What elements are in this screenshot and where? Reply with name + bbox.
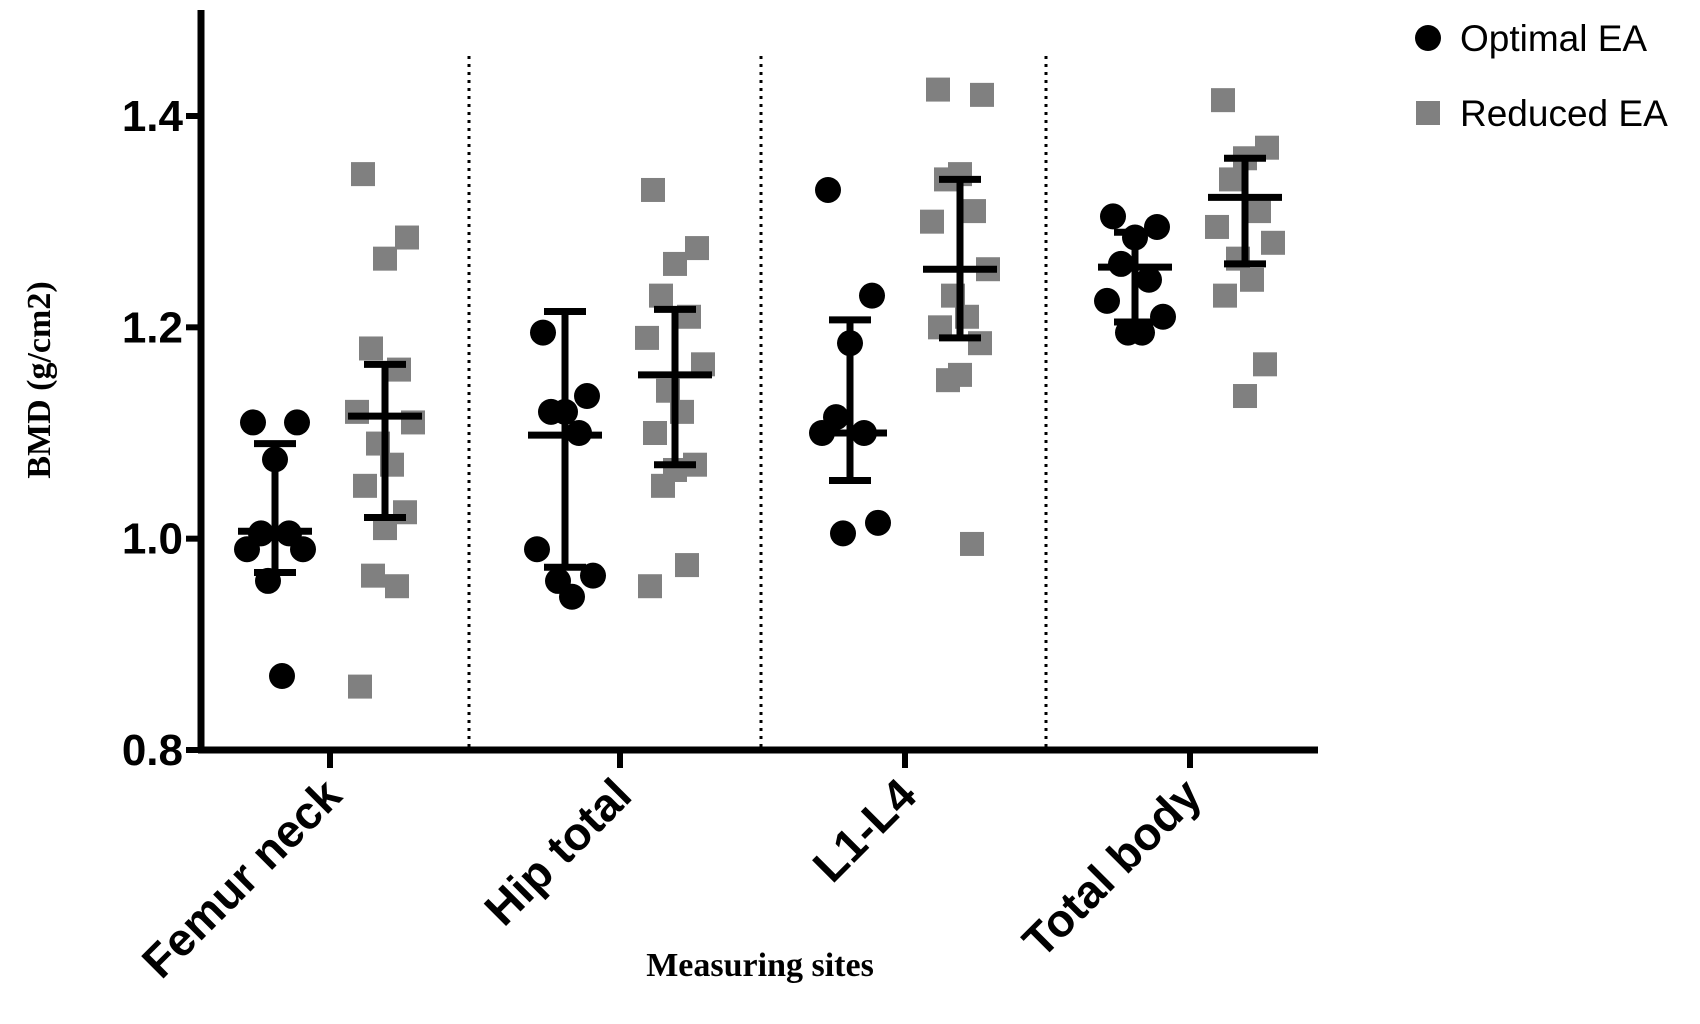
reduced-ea-point (936, 368, 960, 393)
x-axis-title: Measuring sites (646, 947, 874, 984)
reduced-ea-point (1247, 199, 1271, 224)
optimal-ea-point (240, 409, 266, 436)
reduced-ea-point (685, 236, 709, 261)
reduced-ea-point (361, 563, 385, 588)
optimal-ea-point (559, 583, 585, 610)
y-axis-title: BMD (g/cm2) (21, 281, 58, 478)
reduced-ea-point (1240, 267, 1264, 292)
reduced-ea-point (675, 553, 699, 578)
optimal-ea-point (538, 398, 564, 425)
reduced-ea-point (345, 399, 369, 424)
reduced-ea-point (353, 473, 377, 498)
reduced-ea-point (920, 209, 944, 234)
reduced-ea-point (395, 225, 419, 250)
x-category-label: L1-L4 (803, 768, 927, 892)
legend-square-icon (1416, 101, 1440, 125)
y-tick-label: 1.4 (122, 92, 184, 141)
optimal-ea-point (284, 409, 310, 436)
optimal-ea-point (234, 536, 260, 563)
reduced-ea-point (1213, 283, 1237, 308)
optimal-ea-point (269, 663, 295, 690)
optimal-ea-point (859, 282, 885, 309)
optimal-ea-point (574, 383, 600, 410)
optimal-ea-point (1100, 203, 1126, 230)
optimal-ea-point (1094, 287, 1120, 314)
reduced-ea-point (1261, 230, 1285, 255)
reduced-ea-point (373, 246, 397, 271)
x-category-label: Total body (1012, 768, 1211, 967)
y-tick-label: 0.8 (122, 726, 183, 775)
y-tick-label: 1.0 (122, 515, 183, 564)
reduced-ea-point (649, 283, 673, 308)
reduced-ea-point (348, 674, 372, 699)
reduced-ea-point (1233, 384, 1257, 409)
reduced-ea-point (1253, 352, 1277, 377)
reduced-ea-point (651, 473, 675, 498)
reduced-ea-point (641, 177, 665, 202)
optimal-ea-point (865, 509, 891, 536)
legend-label: Optimal EA (1460, 18, 1647, 59)
x-category-label: Hip total (474, 768, 641, 935)
reduced-ea-point (1205, 214, 1229, 239)
reduced-ea-point (351, 162, 375, 187)
reduced-ea-point (385, 574, 409, 599)
reduced-ea-point (960, 531, 984, 556)
reduced-ea-point (970, 82, 994, 107)
reduced-ea-point (1211, 88, 1235, 113)
x-category-label: Femur neck (132, 768, 352, 988)
optimal-ea-point (1136, 266, 1162, 293)
reduced-ea-point (1219, 167, 1243, 192)
reduced-ea-point (643, 421, 667, 445)
reduced-ea-point (359, 336, 383, 361)
y-tick-label: 1.2 (122, 303, 183, 352)
optimal-ea-point (530, 319, 556, 346)
optimal-ea-point (1129, 319, 1155, 346)
reduced-ea-point (663, 251, 687, 276)
legend-circle-icon (1415, 25, 1441, 51)
optimal-ea-point (1150, 303, 1176, 330)
reduced-ea-point (638, 574, 662, 599)
reduced-ea-point (962, 199, 986, 224)
optimal-ea-point (830, 520, 856, 547)
optimal-ea-point (290, 536, 316, 563)
optimal-ea-point (524, 536, 550, 563)
optimal-ea-point (815, 176, 841, 203)
reduced-ea-point (926, 77, 950, 102)
legend-label: Reduced EA (1460, 93, 1668, 134)
reduced-ea-point (635, 325, 659, 350)
optimal-ea-point (580, 562, 606, 589)
